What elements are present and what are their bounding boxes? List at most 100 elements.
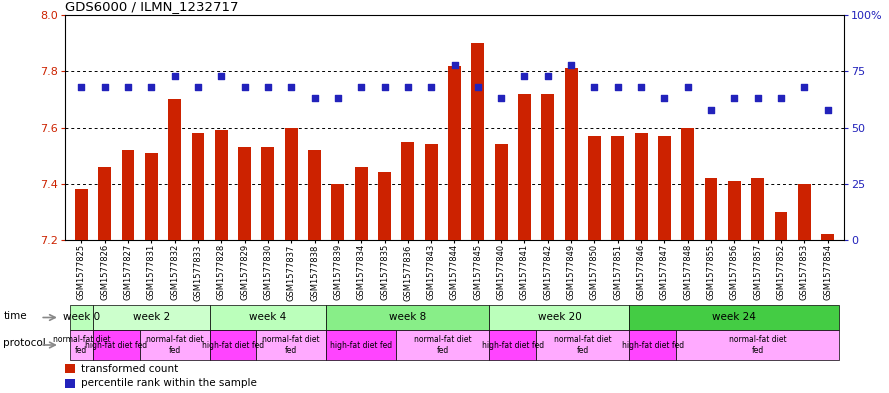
- Bar: [612, 136, 624, 240]
- Text: week 24: week 24: [712, 312, 757, 323]
- Bar: [191, 133, 204, 240]
- Bar: [140, 330, 210, 360]
- Text: normal-fat diet
fed: normal-fat diet fed: [554, 335, 612, 355]
- Bar: [774, 212, 788, 240]
- Point: [167, 73, 181, 79]
- Bar: [75, 189, 88, 240]
- Bar: [145, 153, 157, 240]
- Text: normal-fat diet
fed: normal-fat diet fed: [414, 335, 472, 355]
- Bar: [65, 364, 76, 373]
- Text: high-fat diet fed: high-fat diet fed: [85, 340, 148, 349]
- Bar: [99, 167, 111, 240]
- Point: [704, 107, 718, 113]
- Text: high-fat diet fed: high-fat diet fed: [330, 340, 392, 349]
- Bar: [326, 330, 396, 360]
- Bar: [284, 127, 298, 240]
- Point: [727, 95, 741, 101]
- Bar: [471, 43, 485, 240]
- Bar: [378, 173, 391, 240]
- Point: [424, 84, 438, 90]
- Bar: [332, 184, 344, 240]
- Bar: [629, 330, 676, 360]
- Bar: [122, 150, 134, 240]
- Bar: [93, 305, 210, 330]
- Point: [821, 107, 835, 113]
- Bar: [681, 127, 694, 240]
- Text: normal-fat diet
fed: normal-fat diet fed: [146, 335, 204, 355]
- Bar: [658, 136, 671, 240]
- Text: high-fat diet fed: high-fat diet fed: [621, 340, 684, 349]
- Text: GDS6000 / ILMN_1232717: GDS6000 / ILMN_1232717: [65, 0, 238, 13]
- Point: [214, 73, 228, 79]
- Bar: [541, 94, 554, 240]
- Point: [284, 84, 299, 90]
- Bar: [495, 144, 508, 240]
- Bar: [256, 330, 326, 360]
- Point: [774, 95, 789, 101]
- Bar: [798, 184, 811, 240]
- Text: week 2: week 2: [132, 312, 170, 323]
- Bar: [210, 305, 326, 330]
- Bar: [355, 167, 368, 240]
- Point: [401, 84, 415, 90]
- Point: [611, 84, 625, 90]
- Point: [797, 84, 812, 90]
- Bar: [326, 305, 490, 330]
- Bar: [308, 150, 321, 240]
- Bar: [518, 94, 531, 240]
- Bar: [261, 147, 275, 240]
- Bar: [402, 141, 414, 240]
- Bar: [238, 147, 251, 240]
- Bar: [490, 305, 629, 330]
- Bar: [728, 181, 741, 240]
- Bar: [629, 305, 839, 330]
- Point: [634, 84, 648, 90]
- Text: week 4: week 4: [249, 312, 286, 323]
- Point: [98, 84, 112, 90]
- Point: [564, 61, 578, 68]
- Bar: [65, 379, 76, 388]
- Bar: [69, 330, 93, 360]
- Bar: [490, 330, 536, 360]
- Text: normal-fat diet
fed: normal-fat diet fed: [729, 335, 787, 355]
- Point: [588, 84, 602, 90]
- Bar: [565, 68, 578, 240]
- Point: [657, 95, 671, 101]
- Point: [517, 73, 532, 79]
- Bar: [425, 144, 437, 240]
- Bar: [69, 305, 93, 330]
- Point: [260, 84, 275, 90]
- Text: protocol: protocol: [4, 338, 46, 349]
- Bar: [588, 136, 601, 240]
- Point: [191, 84, 205, 90]
- Point: [144, 84, 158, 90]
- Bar: [168, 99, 181, 240]
- Text: time: time: [4, 311, 27, 321]
- Point: [74, 84, 88, 90]
- Bar: [210, 330, 256, 360]
- Bar: [215, 130, 228, 240]
- Text: normal-fat diet
fed: normal-fat diet fed: [262, 335, 320, 355]
- Point: [237, 84, 252, 90]
- Bar: [821, 234, 834, 240]
- Bar: [705, 178, 717, 240]
- Text: percentile rank within the sample: percentile rank within the sample: [82, 378, 257, 388]
- Point: [541, 73, 555, 79]
- Point: [447, 61, 461, 68]
- Text: high-fat diet fed: high-fat diet fed: [202, 340, 264, 349]
- Bar: [536, 330, 629, 360]
- Text: week 0: week 0: [63, 312, 100, 323]
- Bar: [676, 330, 839, 360]
- Point: [750, 95, 765, 101]
- Bar: [93, 330, 140, 360]
- Text: transformed count: transformed count: [82, 364, 179, 374]
- Bar: [751, 178, 765, 240]
- Text: normal-fat diet
fed: normal-fat diet fed: [52, 335, 110, 355]
- Text: week 8: week 8: [389, 312, 427, 323]
- Text: week 20: week 20: [538, 312, 581, 323]
- Bar: [396, 330, 490, 360]
- Bar: [448, 66, 461, 240]
- Point: [494, 95, 509, 101]
- Point: [121, 84, 135, 90]
- Point: [378, 84, 392, 90]
